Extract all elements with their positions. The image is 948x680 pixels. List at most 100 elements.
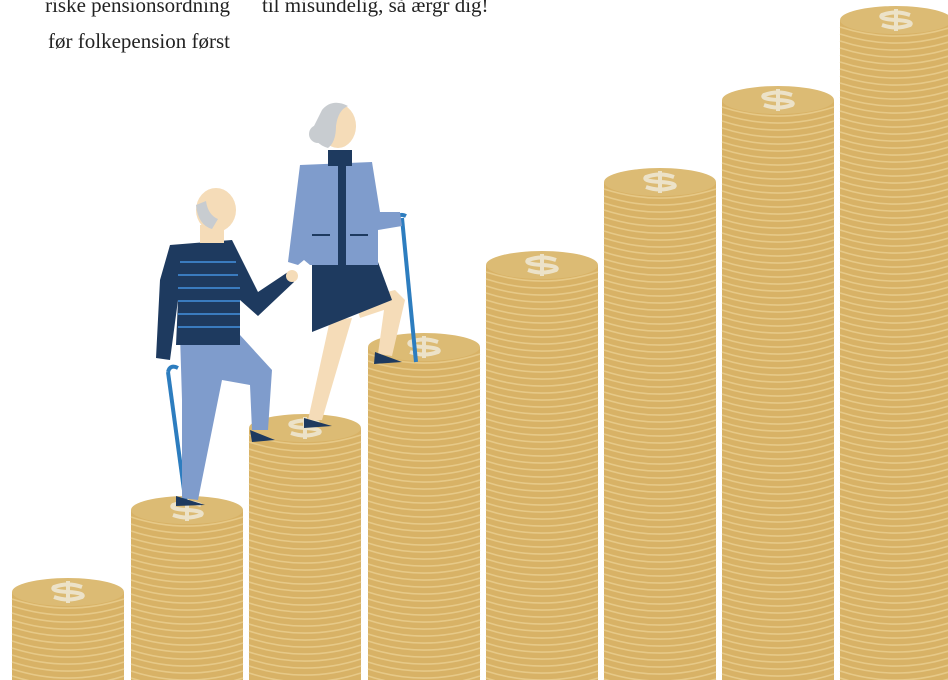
coin-edge — [248, 504, 362, 515]
coin-edge — [485, 446, 599, 457]
coin-edge — [721, 204, 835, 215]
coin-edge — [11, 668, 125, 679]
coin-edge — [603, 454, 717, 465]
coin-edge — [839, 103, 948, 114]
people — [156, 102, 418, 506]
coin-edge — [603, 664, 717, 675]
coin-edge — [11, 647, 125, 658]
coin-edge — [485, 306, 599, 317]
coin-edge — [603, 510, 717, 521]
coin-edge — [603, 545, 717, 556]
coin-edge — [485, 299, 599, 310]
coin-edge — [248, 476, 362, 487]
coin-edge — [603, 188, 717, 199]
coin-edge — [839, 614, 948, 625]
coin-edge — [485, 502, 599, 513]
hair-bun — [309, 125, 327, 143]
man-hair — [196, 201, 218, 229]
coin-edge — [839, 222, 948, 233]
shoe — [304, 418, 332, 428]
coin-edge — [603, 580, 717, 591]
coin-edge — [839, 292, 948, 303]
coin-edge — [839, 313, 948, 324]
coin-edge — [11, 661, 125, 672]
collar — [328, 150, 352, 166]
hand — [286, 270, 298, 282]
coin-edge — [11, 675, 125, 680]
coin-edge — [130, 663, 244, 674]
coin-edge — [367, 654, 481, 665]
coin-edge — [485, 404, 599, 415]
coin-edge — [603, 657, 717, 668]
coin-edge — [603, 314, 717, 325]
coin-edge — [603, 629, 717, 640]
coin-edge — [721, 484, 835, 495]
coin-edge — [130, 579, 244, 590]
coin-edge — [367, 493, 481, 504]
coin-edge — [11, 626, 125, 637]
coin-edge — [485, 558, 599, 569]
coin-edge — [603, 440, 717, 451]
coin-edge — [839, 271, 948, 282]
coin-edge — [485, 628, 599, 639]
coin-edge — [248, 637, 362, 648]
coin-edge — [485, 320, 599, 331]
coin-edge — [485, 656, 599, 667]
left-text-line: riske pensionsordning — [45, 0, 230, 17]
coin-edge — [367, 549, 481, 560]
coin-edge — [839, 40, 948, 51]
coin-edge — [248, 546, 362, 557]
coin-edge — [603, 258, 717, 269]
coin-edge — [603, 342, 717, 353]
coin-edge — [603, 636, 717, 647]
coin-edge — [485, 509, 599, 520]
coin-edge — [367, 612, 481, 623]
coin-edge — [603, 650, 717, 661]
coin-edge — [839, 61, 948, 72]
coin-edge — [11, 640, 125, 651]
coin-edge — [603, 552, 717, 563]
coin-edge — [603, 265, 717, 276]
sweater-stripes — [178, 261, 240, 328]
coin-edge — [839, 320, 948, 331]
coin-edge — [839, 243, 948, 254]
coin-edge — [367, 374, 481, 385]
coin-edge — [485, 439, 599, 450]
coin-edge — [603, 643, 717, 654]
coin-edge — [367, 395, 481, 406]
coin-edge — [367, 605, 481, 616]
coin-edge — [721, 309, 835, 320]
coin-edge — [367, 486, 481, 497]
coin-edge — [248, 553, 362, 564]
coin-edge — [839, 509, 948, 520]
coin-edge — [721, 274, 835, 285]
coin-edge — [248, 490, 362, 501]
coin-edge — [603, 272, 717, 283]
coin-edge — [130, 614, 244, 625]
coin-edge — [721, 190, 835, 201]
coin-edge — [721, 617, 835, 628]
coin-edge — [721, 470, 835, 481]
coin-edge — [839, 663, 948, 674]
coin-edge — [839, 383, 948, 394]
coin-edge — [367, 409, 481, 420]
coin-edge — [721, 232, 835, 243]
coin-edge — [485, 334, 599, 345]
coin-edge — [367, 416, 481, 427]
coin-edge — [839, 166, 948, 177]
coin-edge — [721, 302, 835, 313]
coin-edge — [839, 145, 948, 156]
coin-edge — [839, 362, 948, 373]
coin-edge — [130, 572, 244, 583]
coin-edge — [485, 586, 599, 597]
left-text-line: før folkepension først — [48, 29, 230, 53]
coin-edge — [603, 594, 717, 605]
coin-edge — [603, 216, 717, 227]
coin-edge — [721, 631, 835, 642]
coin-edge — [130, 649, 244, 660]
coin-stack — [11, 578, 125, 680]
coin-edge — [839, 285, 948, 296]
coin-edge — [721, 400, 835, 411]
cane-handle — [166, 364, 179, 373]
coin-edge — [721, 491, 835, 502]
